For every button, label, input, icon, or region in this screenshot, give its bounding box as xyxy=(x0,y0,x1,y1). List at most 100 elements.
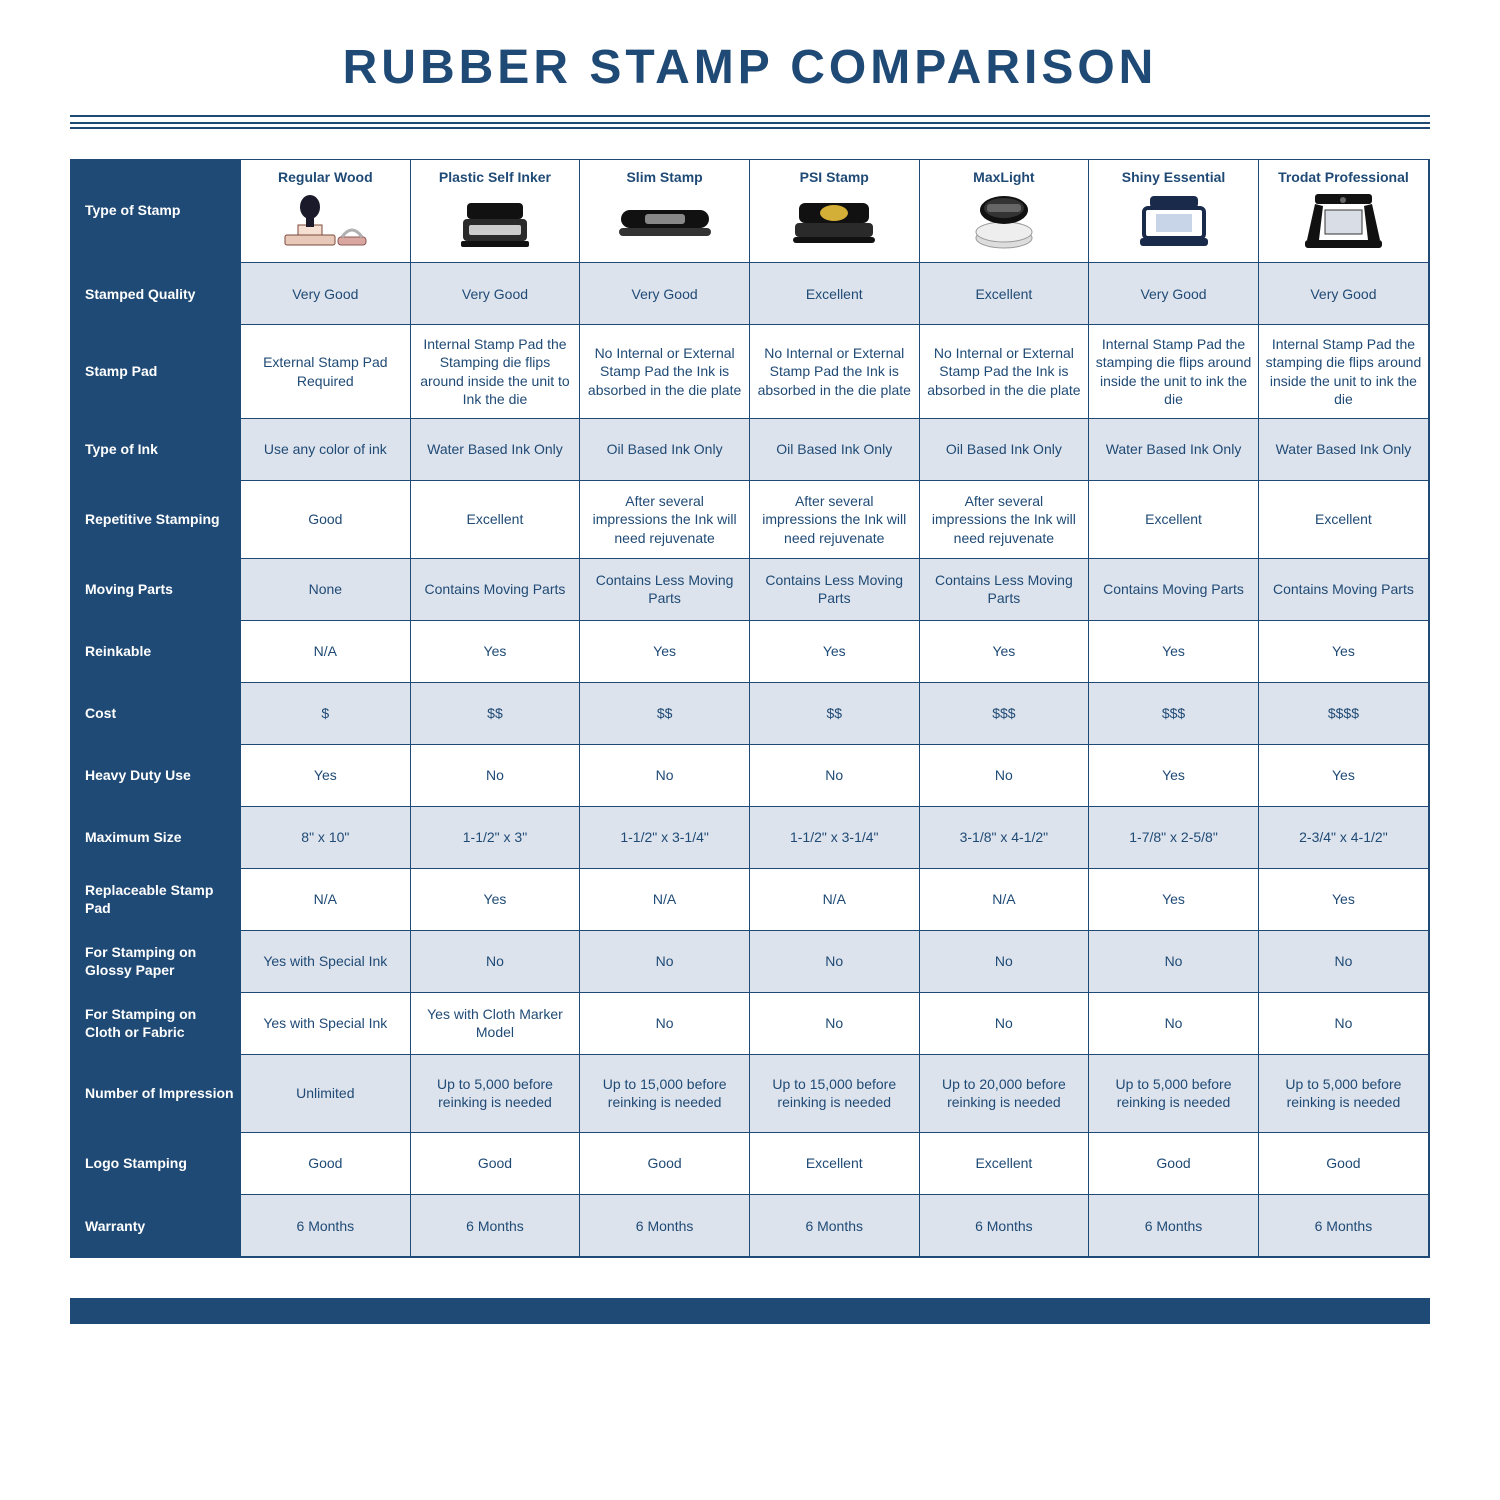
col-header: Regular Wood xyxy=(241,160,411,263)
table-cell: No xyxy=(919,992,1089,1054)
row-header: Number of Impression xyxy=(71,1054,241,1132)
table-cell: 6 Months xyxy=(919,1194,1089,1256)
table-cell: Excellent xyxy=(1258,480,1428,558)
row-header: Warranty xyxy=(71,1194,241,1256)
table-cell: Up to 15,000 before reinking is needed xyxy=(580,1054,750,1132)
table-cell: Unlimited xyxy=(241,1054,411,1132)
table-cell: Excellent xyxy=(410,480,580,558)
row-header: Replaceable Stamp Pad xyxy=(71,868,241,930)
page-title: RUBBER STAMP COMPARISON xyxy=(0,40,1500,95)
table-cell: Oil Based Ink Only xyxy=(919,418,1089,480)
table-cell: 1-1/2" x 3-1/4" xyxy=(749,806,919,868)
table-row: For Stamping on Glossy PaperYes with Spe… xyxy=(71,930,1429,992)
table-cell: Water Based Ink Only xyxy=(410,418,580,480)
shiny-essential-stamp-icon xyxy=(1095,192,1252,252)
col-header: Shiny Essential xyxy=(1089,160,1259,263)
row-header: Logo Stamping xyxy=(71,1132,241,1194)
col-header: Plastic Self Inker xyxy=(410,160,580,263)
table-cell: Yes with Special Ink xyxy=(241,930,411,992)
table-cell: $$$$ xyxy=(1258,682,1428,744)
page: RUBBER STAMP COMPARISON Type of Stamp Re… xyxy=(0,0,1500,1364)
table-cell: Yes xyxy=(749,620,919,682)
row-header: Type of Ink xyxy=(71,418,241,480)
table-cell: Water Based Ink Only xyxy=(1258,418,1428,480)
table-cell: External Stamp Pad Required xyxy=(241,325,411,419)
table-row: Repetitive StampingGoodExcellentAfter se… xyxy=(71,480,1429,558)
table-cell: Yes xyxy=(241,744,411,806)
row-header: Stamped Quality xyxy=(71,263,241,325)
table-cell: No xyxy=(580,930,750,992)
table-cell: Excellent xyxy=(749,263,919,325)
table-cell: N/A xyxy=(749,868,919,930)
title-wrap: RUBBER STAMP COMPARISON xyxy=(0,0,1500,105)
col-header-label: MaxLight xyxy=(973,169,1034,185)
table-cell: N/A xyxy=(580,868,750,930)
table-cell: No xyxy=(749,744,919,806)
table-cell: Yes xyxy=(919,620,1089,682)
slim-stamp-icon xyxy=(586,192,743,252)
table-row: Number of ImpressionUnlimitedUp to 5,000… xyxy=(71,1054,1429,1132)
table-cell: Use any color of ink xyxy=(241,418,411,480)
table-cell: Oil Based Ink Only xyxy=(580,418,750,480)
header-row: Type of Stamp Regular Wood xyxy=(71,160,1429,263)
table-cell: Yes xyxy=(410,868,580,930)
trodat-professional-stamp-icon xyxy=(1265,192,1422,252)
table-cell: 6 Months xyxy=(749,1194,919,1256)
table-cell: Very Good xyxy=(241,263,411,325)
table-cell: Good xyxy=(241,480,411,558)
comparison-table-wrap: Type of Stamp Regular Wood xyxy=(70,159,1430,1258)
col-header: PSI Stamp xyxy=(749,160,919,263)
table-cell: No Internal or External Stamp Pad the In… xyxy=(749,325,919,419)
table-cell: Very Good xyxy=(580,263,750,325)
table-cell: 6 Months xyxy=(580,1194,750,1256)
table-cell: None xyxy=(241,558,411,620)
table-cell: $ xyxy=(241,682,411,744)
col-header-label: Plastic Self Inker xyxy=(439,169,551,185)
table-cell: Up to 5,000 before reinking is needed xyxy=(410,1054,580,1132)
wood-handle-stamp-icon xyxy=(247,192,404,252)
table-cell: After several impressions the Ink will n… xyxy=(580,480,750,558)
table-row: Type of InkUse any color of inkWater Bas… xyxy=(71,418,1429,480)
table-cell: No xyxy=(410,744,580,806)
table-cell: Oil Based Ink Only xyxy=(749,418,919,480)
table-cell: Excellent xyxy=(919,263,1089,325)
table-cell: Contains Moving Parts xyxy=(410,558,580,620)
row-header: Repetitive Stamping xyxy=(71,480,241,558)
table-cell: No xyxy=(749,992,919,1054)
table-cell: No xyxy=(410,930,580,992)
table-row: Stamp PadExternal Stamp Pad RequiredInte… xyxy=(71,325,1429,419)
table-cell: Yes xyxy=(1258,620,1428,682)
table-cell: Yes xyxy=(410,620,580,682)
row-header: Maximum Size xyxy=(71,806,241,868)
table-cell: Internal Stamp Pad the stamping die flip… xyxy=(1089,325,1259,419)
table-row: Heavy Duty UseYesNoNoNoNoYesYes xyxy=(71,744,1429,806)
table-cell: $$ xyxy=(410,682,580,744)
table-cell: 1-7/8" x 2-5/8" xyxy=(1089,806,1259,868)
table-cell: 6 Months xyxy=(410,1194,580,1256)
table-cell: Yes xyxy=(1258,868,1428,930)
table-cell: Yes xyxy=(1089,868,1259,930)
table-row: ReinkableN/AYesYesYesYesYesYes xyxy=(71,620,1429,682)
table-cell: 6 Months xyxy=(1258,1194,1428,1256)
self-inker-stamp-icon xyxy=(417,192,574,252)
table-cell: No xyxy=(1089,992,1259,1054)
row-header: For Stamping on Glossy Paper xyxy=(71,930,241,992)
row-header: Heavy Duty Use xyxy=(71,744,241,806)
table-cell: No xyxy=(919,744,1089,806)
col-header: MaxLight xyxy=(919,160,1089,263)
col-header-label: Shiny Essential xyxy=(1122,169,1225,185)
col-header-label: Trodat Professional xyxy=(1278,169,1409,185)
table-cell: Very Good xyxy=(1258,263,1428,325)
table-row: Cost$$$$$$$$$$$$$$$$$ xyxy=(71,682,1429,744)
psi-stamp-icon xyxy=(756,192,913,252)
bottom-bar xyxy=(70,1298,1430,1324)
table-cell: Excellent xyxy=(1089,480,1259,558)
col-header: Slim Stamp xyxy=(580,160,750,263)
table-cell: Water Based Ink Only xyxy=(1089,418,1259,480)
corner-header: Type of Stamp xyxy=(71,160,241,263)
table-cell: 1-1/2" x 3-1/4" xyxy=(580,806,750,868)
table-row: Replaceable Stamp PadN/AYesN/AN/AN/AYesY… xyxy=(71,868,1429,930)
table-row: Stamped QualityVery GoodVery GoodVery Go… xyxy=(71,263,1429,325)
row-header: Reinkable xyxy=(71,620,241,682)
table-cell: No xyxy=(919,930,1089,992)
